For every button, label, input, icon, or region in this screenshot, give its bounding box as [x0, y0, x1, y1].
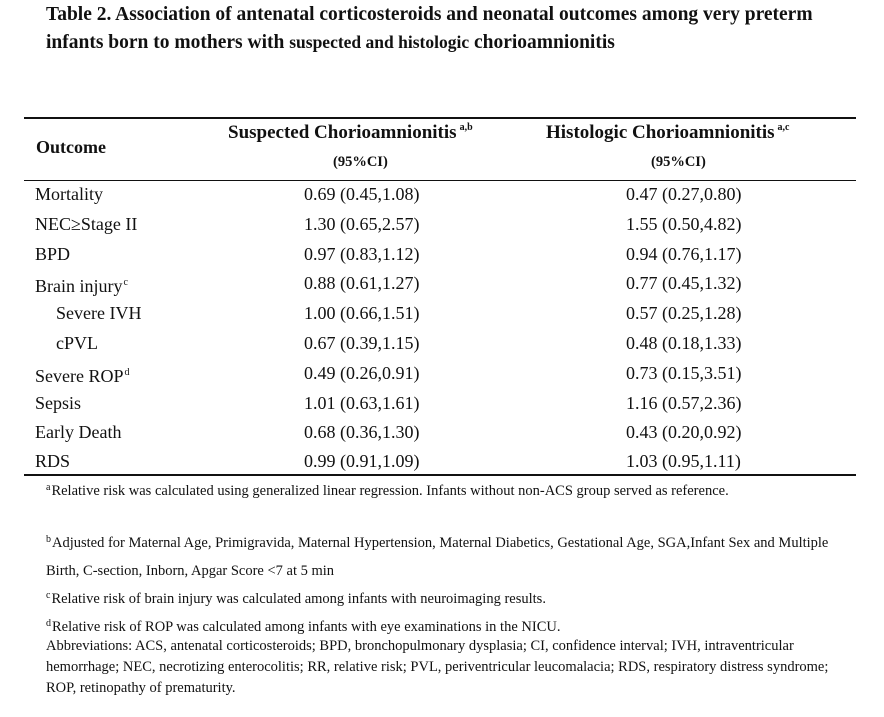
footnote-abbreviations: Abbreviations: ACS, antenatal corticoste… — [46, 638, 829, 696]
header-histologic-label: Histologic Chorioamnionitis — [546, 122, 775, 143]
footnote-a-mark: a — [46, 482, 51, 493]
title-main: Table 2. Association of antenatal cortic… — [46, 4, 813, 53]
header-suspected-label: Suspected Chorioamnionitis — [228, 122, 457, 143]
footnote-b-text: Adjusted for Maternal Age, Primigravida,… — [46, 535, 829, 579]
header-histologic: Histologic Chorioamnionitis a,c — [546, 122, 790, 144]
footnote-d-text: Relative risk of ROP was calculated amon… — [52, 619, 561, 635]
row-label: Early Death — [35, 421, 121, 443]
row-suspected-value: 1.01 (0.63,1.61) — [304, 393, 420, 413]
table-row: Mortality 0.69 (0.45,1.08) 0.47 (0.27,0.… — [0, 183, 884, 213]
row-suspected-value: 0.68 (0.36,1.30) — [304, 422, 420, 442]
table-row: Severe ROPd 0.49 (0.26,0.91) 0.73 (0.15,… — [0, 362, 884, 392]
row-label-text: RDS — [35, 451, 71, 471]
row-label-text: Mortality — [35, 184, 103, 204]
header-suspected-ci: (95%CI) — [333, 154, 388, 170]
row-suspected-value: 0.99 (0.91,1.09) — [304, 451, 420, 471]
header-histologic-sup: a,c — [777, 122, 790, 133]
row-label-text: NEC≥Stage II — [35, 214, 138, 234]
footnote-c: cRelative risk of brain injury was calcu… — [46, 586, 846, 609]
title-mixed: suspected and histologic — [289, 31, 470, 52]
row-label-text: Severe IVH — [56, 303, 142, 323]
table-row: Severe IVH 1.00 (0.66,1.51) 0.57 (0.25,1… — [0, 302, 884, 332]
footnote-c-text: Relative risk of brain injury was calcul… — [51, 591, 546, 607]
row-label-text: BPD — [35, 244, 71, 264]
table-row: cPVL 0.67 (0.39,1.15) 0.48 (0.18,1.33) — [0, 332, 884, 362]
row-suspected-value: 1.30 (0.65,2.57) — [304, 214, 420, 234]
table-row: RDS 0.99 (0.91,1.09) 1.03 (0.95,1.11) — [0, 450, 884, 480]
row-label: Severe ROPd — [35, 362, 130, 387]
title-end: chorioamnionitis — [469, 31, 615, 53]
header-suspected-sup: a,b — [459, 122, 473, 133]
row-label-sup: d — [124, 367, 130, 378]
row-suspected-value: 0.49 (0.26,0.91) — [304, 363, 420, 383]
row-suspected-value: 0.69 (0.45,1.08) — [304, 184, 420, 204]
table-row: Sepsis 1.01 (0.63,1.61) 1.16 (0.57,2.36) — [0, 392, 884, 422]
table-header-rule — [24, 180, 856, 181]
row-label-text: Severe ROP — [35, 366, 124, 386]
row-label: cPVL — [56, 332, 98, 354]
table-bottom-rule — [24, 474, 856, 476]
row-label: Sepsis — [35, 392, 81, 414]
row-label: RDS — [35, 450, 70, 472]
row-histologic-value: 0.43 (0.20,0.92) — [626, 422, 742, 442]
row-label-text: Brain injury — [35, 276, 123, 296]
row-histologic-value: 0.73 (0.15,3.51) — [626, 363, 742, 383]
row-histologic-value: 0.48 (0.18,1.33) — [626, 333, 742, 353]
row-label: BPD — [35, 243, 70, 265]
header-histologic-ci: (95%CI) — [651, 154, 706, 170]
row-label-sup: c — [123, 277, 128, 288]
table-row: Brain injuryc 0.88 (0.61,1.27) 0.77 (0.4… — [0, 272, 884, 302]
footnote-a: aRelative risk was calculated using gene… — [46, 478, 846, 501]
row-suspected-value: 0.97 (0.83,1.12) — [304, 244, 420, 264]
row-label: Mortality — [35, 183, 103, 205]
table-row: NEC≥Stage II 1.30 (0.65,2.57) 1.55 (0.50… — [0, 213, 884, 243]
footnote-b: bAdjusted for Maternal Age, Primigravida… — [46, 526, 846, 585]
row-label-text: cPVL — [56, 333, 98, 353]
row-label: Severe IVH — [56, 302, 141, 324]
footnote-c-mark: c — [46, 590, 51, 601]
row-label-text: Early Death — [35, 422, 122, 442]
row-suspected-value: 0.88 (0.61,1.27) — [304, 273, 420, 293]
footnote-d-mark: d — [46, 618, 51, 629]
row-histologic-value: 0.77 (0.45,1.32) — [626, 273, 742, 293]
footnote-d: dRelative risk of ROP was calculated amo… — [46, 614, 846, 637]
table-title: Table 2. Association of antenatal cortic… — [46, 2, 866, 56]
footnote-a-text: Relative risk was calculated using gener… — [51, 483, 729, 499]
header-suspected: Suspected Chorioamnionitis a,b — [228, 122, 473, 144]
header-outcome: Outcome — [36, 137, 106, 157]
footnote-b-mark: b — [46, 534, 51, 545]
row-histologic-value: 1.03 (0.95,1.11) — [626, 451, 741, 471]
row-histologic-value: 0.47 (0.27,0.80) — [626, 184, 742, 204]
row-histologic-value: 0.94 (0.76,1.17) — [626, 244, 742, 264]
row-suspected-value: 1.00 (0.66,1.51) — [304, 303, 420, 323]
row-label-text: Sepsis — [35, 393, 82, 413]
table-row: BPD 0.97 (0.83,1.12) 0.94 (0.76,1.17) — [0, 243, 884, 273]
row-suspected-value: 0.67 (0.39,1.15) — [304, 333, 420, 353]
table-top-rule — [24, 117, 856, 119]
row-histologic-value: 1.55 (0.50,4.82) — [626, 214, 742, 234]
row-label: Brain injuryc — [35, 272, 128, 297]
table-row: Early Death 0.68 (0.36,1.30) 0.43 (0.20,… — [0, 421, 884, 451]
row-histologic-value: 0.57 (0.25,1.28) — [626, 303, 742, 323]
row-label: NEC≥Stage II — [35, 213, 137, 235]
row-histologic-value: 1.16 (0.57,2.36) — [626, 393, 742, 413]
